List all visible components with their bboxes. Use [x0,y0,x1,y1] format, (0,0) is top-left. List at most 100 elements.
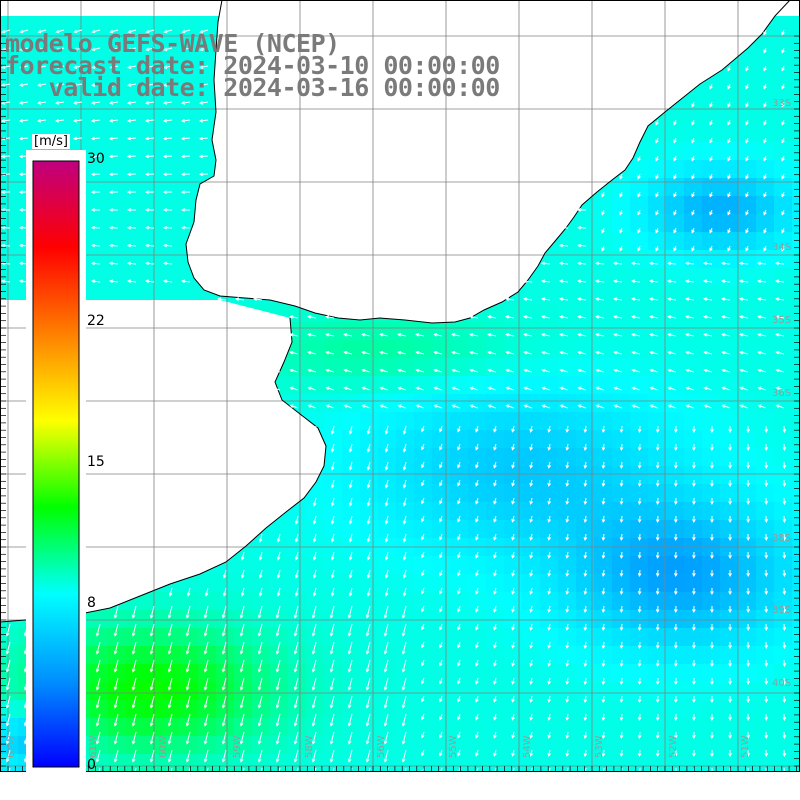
speed-cell [666,160,684,178]
speed-cell [774,700,792,718]
speed-cell [126,610,144,628]
wind-arrow [145,279,155,284]
wind-arrow [90,136,101,141]
wind-arrow [529,731,533,739]
speed-cell [288,322,306,340]
wind-arrow [710,659,714,668]
speed-cell [504,502,522,520]
speed-cell [666,502,684,520]
wind-arrow [541,386,551,391]
wind-arrow [547,425,552,433]
wind-arrow [764,641,769,650]
speed-cell [594,250,612,268]
speed-cell [270,556,288,574]
speed-cell [720,124,738,142]
wind-arrow [439,677,443,685]
wind-arrow [649,332,659,337]
wind-arrow [709,209,713,216]
speed-cell [630,484,648,502]
speed-cell [270,718,288,736]
speed-cell [0,700,18,718]
speed-cell [468,646,486,664]
wind-arrow [637,155,641,162]
speed-cell [180,664,198,682]
speed-cell [648,700,666,718]
speed-cell [90,754,108,772]
wind-arrow [637,641,642,650]
speed-cell [18,16,36,34]
wind-arrow [312,569,317,579]
wind-arrow [692,515,696,524]
wind-arrow [420,533,425,541]
wind-arrow [348,533,353,543]
speed-cell [450,322,468,340]
wind-arrow [149,695,155,709]
wind-arrow [583,713,588,721]
speed-cell [558,556,576,574]
wind-arrow [108,243,119,248]
speed-cell [432,322,450,340]
speed-cell [396,430,414,448]
speed-cell [738,718,756,736]
speed-cell [738,646,756,664]
speed-cell [0,214,18,232]
speed-cell [720,70,738,88]
speed-cell [738,214,756,232]
wind-arrow [180,208,191,212]
wind-arrow [559,297,569,301]
speed-cell [522,412,540,430]
speed-cell [630,736,648,754]
wind-arrow [493,713,497,721]
wind-arrow [782,551,787,560]
wind-arrow [493,587,497,595]
wind-arrow [397,332,407,337]
speed-cell [774,160,792,178]
speed-cell [702,574,720,592]
speed-cell [432,556,450,574]
wind-arrow [728,641,732,650]
wind-arrow [746,479,751,488]
speed-cell [252,556,270,574]
wind-arrow [637,659,642,668]
wind-arrow [757,332,767,337]
wind-arrow [149,731,155,745]
speed-cell [306,394,324,412]
wind-arrow [637,731,642,740]
wind-arrow [149,749,155,763]
wind-arrow [559,332,569,337]
speed-cell [306,592,324,610]
speed-cell [540,754,558,772]
speed-cell [486,358,504,376]
wind-arrow [420,695,425,703]
wind-arrow [91,65,101,70]
speed-cell [414,754,432,772]
speed-cell [486,502,504,520]
wind-arrow [601,227,605,234]
speed-cell [324,646,342,664]
speed-cell [630,232,648,250]
speed-cell [666,664,684,682]
speed-cell [720,304,738,322]
speed-cell [648,520,666,538]
wind-arrow [276,569,281,579]
speed-cell [414,484,432,502]
wind-arrow [631,332,641,337]
wind-arrow [613,404,623,409]
wind-arrow [511,731,515,739]
coastline [0,0,791,623]
wind-arrow [348,479,353,489]
wind-arrow [91,101,101,105]
wind-arrow [577,386,587,391]
wind-arrow [293,749,299,763]
wind-arrow [469,368,479,373]
speed-cell [198,574,216,592]
wind-arrow [493,461,497,469]
speed-cell [666,484,684,502]
speed-cell [486,682,504,700]
wind-arrow [782,605,787,614]
speed-cell [792,52,800,70]
wind-arrow [311,677,317,691]
speed-cell [342,340,360,358]
speed-cell [792,628,800,646]
speed-cell [702,340,720,358]
